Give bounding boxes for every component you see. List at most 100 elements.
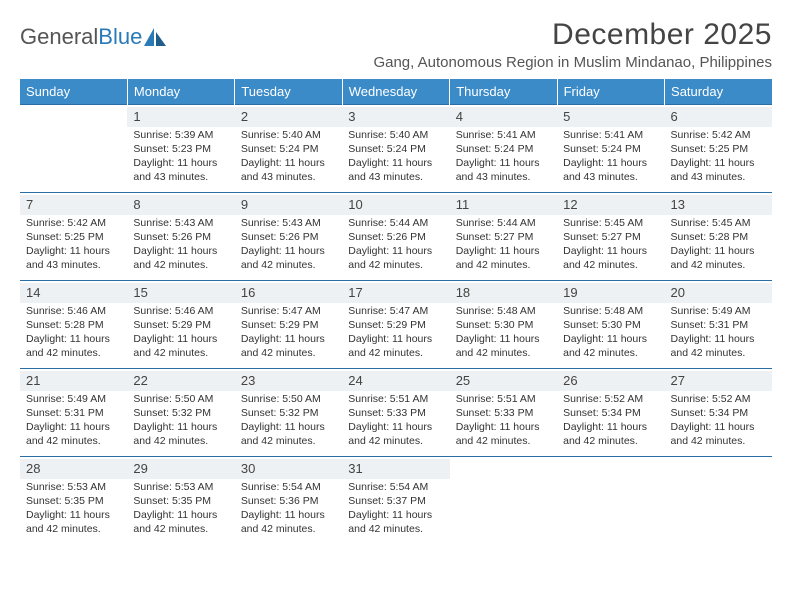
calendar-body: 1Sunrise: 5:39 AMSunset: 5:23 PMDaylight… (20, 105, 772, 543)
calendar-day-cell: 12Sunrise: 5:45 AMSunset: 5:27 PMDayligh… (557, 193, 664, 281)
day-details: Sunrise: 5:49 AMSunset: 5:31 PMDaylight:… (671, 304, 766, 361)
calendar-day-cell: 10Sunrise: 5:44 AMSunset: 5:26 PMDayligh… (342, 193, 449, 281)
day-number: 13 (665, 195, 772, 215)
logo-sail-icon (144, 28, 168, 46)
day-number: 20 (665, 283, 772, 303)
calendar-day-cell: 30Sunrise: 5:54 AMSunset: 5:36 PMDayligh… (235, 457, 342, 543)
day-number: 17 (342, 283, 449, 303)
day-details: Sunrise: 5:39 AMSunset: 5:23 PMDaylight:… (133, 128, 228, 185)
day-number: 9 (235, 195, 342, 215)
day-details: Sunrise: 5:53 AMSunset: 5:35 PMDaylight:… (26, 480, 121, 537)
day-details: Sunrise: 5:50 AMSunset: 5:32 PMDaylight:… (241, 392, 336, 449)
day-number: 2 (235, 107, 342, 127)
day-details: Sunrise: 5:42 AMSunset: 5:25 PMDaylight:… (26, 216, 121, 273)
day-details: Sunrise: 5:51 AMSunset: 5:33 PMDaylight:… (348, 392, 443, 449)
day-details: Sunrise: 5:45 AMSunset: 5:28 PMDaylight:… (671, 216, 766, 273)
day-number: 25 (450, 371, 557, 391)
calendar-week-row: 7Sunrise: 5:42 AMSunset: 5:25 PMDaylight… (20, 193, 772, 281)
calendar-week-row: 21Sunrise: 5:49 AMSunset: 5:31 PMDayligh… (20, 369, 772, 457)
calendar-day-cell (557, 457, 664, 543)
calendar-day-cell: 18Sunrise: 5:48 AMSunset: 5:30 PMDayligh… (450, 281, 557, 369)
calendar-day-cell: 29Sunrise: 5:53 AMSunset: 5:35 PMDayligh… (127, 457, 234, 543)
brand-logo: GeneralBlue (20, 18, 168, 50)
day-details: Sunrise: 5:46 AMSunset: 5:29 PMDaylight:… (133, 304, 228, 361)
calendar-day-cell (450, 457, 557, 543)
calendar-day-cell (20, 105, 127, 193)
calendar-day-cell: 8Sunrise: 5:43 AMSunset: 5:26 PMDaylight… (127, 193, 234, 281)
calendar-day-cell: 3Sunrise: 5:40 AMSunset: 5:24 PMDaylight… (342, 105, 449, 193)
day-number: 1 (127, 107, 234, 127)
calendar-day-cell: 28Sunrise: 5:53 AMSunset: 5:35 PMDayligh… (20, 457, 127, 543)
day-number: 14 (20, 283, 127, 303)
calendar-day-cell: 7Sunrise: 5:42 AMSunset: 5:25 PMDaylight… (20, 193, 127, 281)
weekday-header: Friday (557, 79, 664, 105)
day-details: Sunrise: 5:54 AMSunset: 5:36 PMDaylight:… (241, 480, 336, 537)
calendar-day-cell: 17Sunrise: 5:47 AMSunset: 5:29 PMDayligh… (342, 281, 449, 369)
day-number: 21 (20, 371, 127, 391)
calendar-day-cell: 21Sunrise: 5:49 AMSunset: 5:31 PMDayligh… (20, 369, 127, 457)
title-block: December 2025 Gang, Autonomous Region in… (373, 18, 772, 71)
day-number: 22 (127, 371, 234, 391)
day-details: Sunrise: 5:50 AMSunset: 5:32 PMDaylight:… (133, 392, 228, 449)
calendar-day-cell: 20Sunrise: 5:49 AMSunset: 5:31 PMDayligh… (665, 281, 772, 369)
brand-name-2: Blue (98, 24, 142, 50)
calendar-day-cell: 19Sunrise: 5:48 AMSunset: 5:30 PMDayligh… (557, 281, 664, 369)
day-details: Sunrise: 5:52 AMSunset: 5:34 PMDaylight:… (563, 392, 658, 449)
day-number: 7 (20, 195, 127, 215)
day-details: Sunrise: 5:52 AMSunset: 5:34 PMDaylight:… (671, 392, 766, 449)
calendar-day-cell: 22Sunrise: 5:50 AMSunset: 5:32 PMDayligh… (127, 369, 234, 457)
day-details: Sunrise: 5:48 AMSunset: 5:30 PMDaylight:… (456, 304, 551, 361)
calendar-week-row: 1Sunrise: 5:39 AMSunset: 5:23 PMDaylight… (20, 105, 772, 193)
day-number: 3 (342, 107, 449, 127)
day-number: 31 (342, 459, 449, 479)
calendar-day-cell: 23Sunrise: 5:50 AMSunset: 5:32 PMDayligh… (235, 369, 342, 457)
calendar-day-cell: 1Sunrise: 5:39 AMSunset: 5:23 PMDaylight… (127, 105, 234, 193)
calendar-day-cell: 4Sunrise: 5:41 AMSunset: 5:24 PMDaylight… (450, 105, 557, 193)
calendar-day-cell: 13Sunrise: 5:45 AMSunset: 5:28 PMDayligh… (665, 193, 772, 281)
calendar-week-row: 28Sunrise: 5:53 AMSunset: 5:35 PMDayligh… (20, 457, 772, 543)
day-details: Sunrise: 5:53 AMSunset: 5:35 PMDaylight:… (133, 480, 228, 537)
month-title: December 2025 (373, 18, 772, 52)
day-number: 6 (665, 107, 772, 127)
day-details: Sunrise: 5:47 AMSunset: 5:29 PMDaylight:… (348, 304, 443, 361)
calendar-day-cell: 24Sunrise: 5:51 AMSunset: 5:33 PMDayligh… (342, 369, 449, 457)
day-details: Sunrise: 5:48 AMSunset: 5:30 PMDaylight:… (563, 304, 658, 361)
weekday-header: Thursday (450, 79, 557, 105)
day-details: Sunrise: 5:44 AMSunset: 5:26 PMDaylight:… (348, 216, 443, 273)
day-number: 4 (450, 107, 557, 127)
day-details: Sunrise: 5:41 AMSunset: 5:24 PMDaylight:… (563, 128, 658, 185)
calendar-day-cell: 16Sunrise: 5:47 AMSunset: 5:29 PMDayligh… (235, 281, 342, 369)
day-number: 23 (235, 371, 342, 391)
day-number: 24 (342, 371, 449, 391)
day-details: Sunrise: 5:40 AMSunset: 5:24 PMDaylight:… (348, 128, 443, 185)
day-details: Sunrise: 5:40 AMSunset: 5:24 PMDaylight:… (241, 128, 336, 185)
day-number: 10 (342, 195, 449, 215)
weekday-header: Tuesday (235, 79, 342, 105)
weekday-header: Sunday (20, 79, 127, 105)
day-number: 27 (665, 371, 772, 391)
calendar-day-cell: 5Sunrise: 5:41 AMSunset: 5:24 PMDaylight… (557, 105, 664, 193)
day-number: 16 (235, 283, 342, 303)
day-number: 19 (557, 283, 664, 303)
day-number: 29 (127, 459, 234, 479)
calendar-table: SundayMondayTuesdayWednesdayThursdayFrid… (20, 79, 772, 542)
day-number: 30 (235, 459, 342, 479)
weekday-header: Wednesday (342, 79, 449, 105)
day-details: Sunrise: 5:51 AMSunset: 5:33 PMDaylight:… (456, 392, 551, 449)
calendar-day-cell: 14Sunrise: 5:46 AMSunset: 5:28 PMDayligh… (20, 281, 127, 369)
day-details: Sunrise: 5:41 AMSunset: 5:24 PMDaylight:… (456, 128, 551, 185)
day-number: 11 (450, 195, 557, 215)
location-subtitle: Gang, Autonomous Region in Muslim Mindan… (373, 54, 772, 71)
calendar-head: SundayMondayTuesdayWednesdayThursdayFrid… (20, 79, 772, 105)
calendar-week-row: 14Sunrise: 5:46 AMSunset: 5:28 PMDayligh… (20, 281, 772, 369)
day-details: Sunrise: 5:43 AMSunset: 5:26 PMDaylight:… (133, 216, 228, 273)
day-number: 8 (127, 195, 234, 215)
day-number: 18 (450, 283, 557, 303)
day-details: Sunrise: 5:42 AMSunset: 5:25 PMDaylight:… (671, 128, 766, 185)
calendar-day-cell: 6Sunrise: 5:42 AMSunset: 5:25 PMDaylight… (665, 105, 772, 193)
day-details: Sunrise: 5:43 AMSunset: 5:26 PMDaylight:… (241, 216, 336, 273)
calendar-day-cell: 15Sunrise: 5:46 AMSunset: 5:29 PMDayligh… (127, 281, 234, 369)
calendar-day-cell: 25Sunrise: 5:51 AMSunset: 5:33 PMDayligh… (450, 369, 557, 457)
calendar-day-cell: 9Sunrise: 5:43 AMSunset: 5:26 PMDaylight… (235, 193, 342, 281)
calendar-day-cell (665, 457, 772, 543)
